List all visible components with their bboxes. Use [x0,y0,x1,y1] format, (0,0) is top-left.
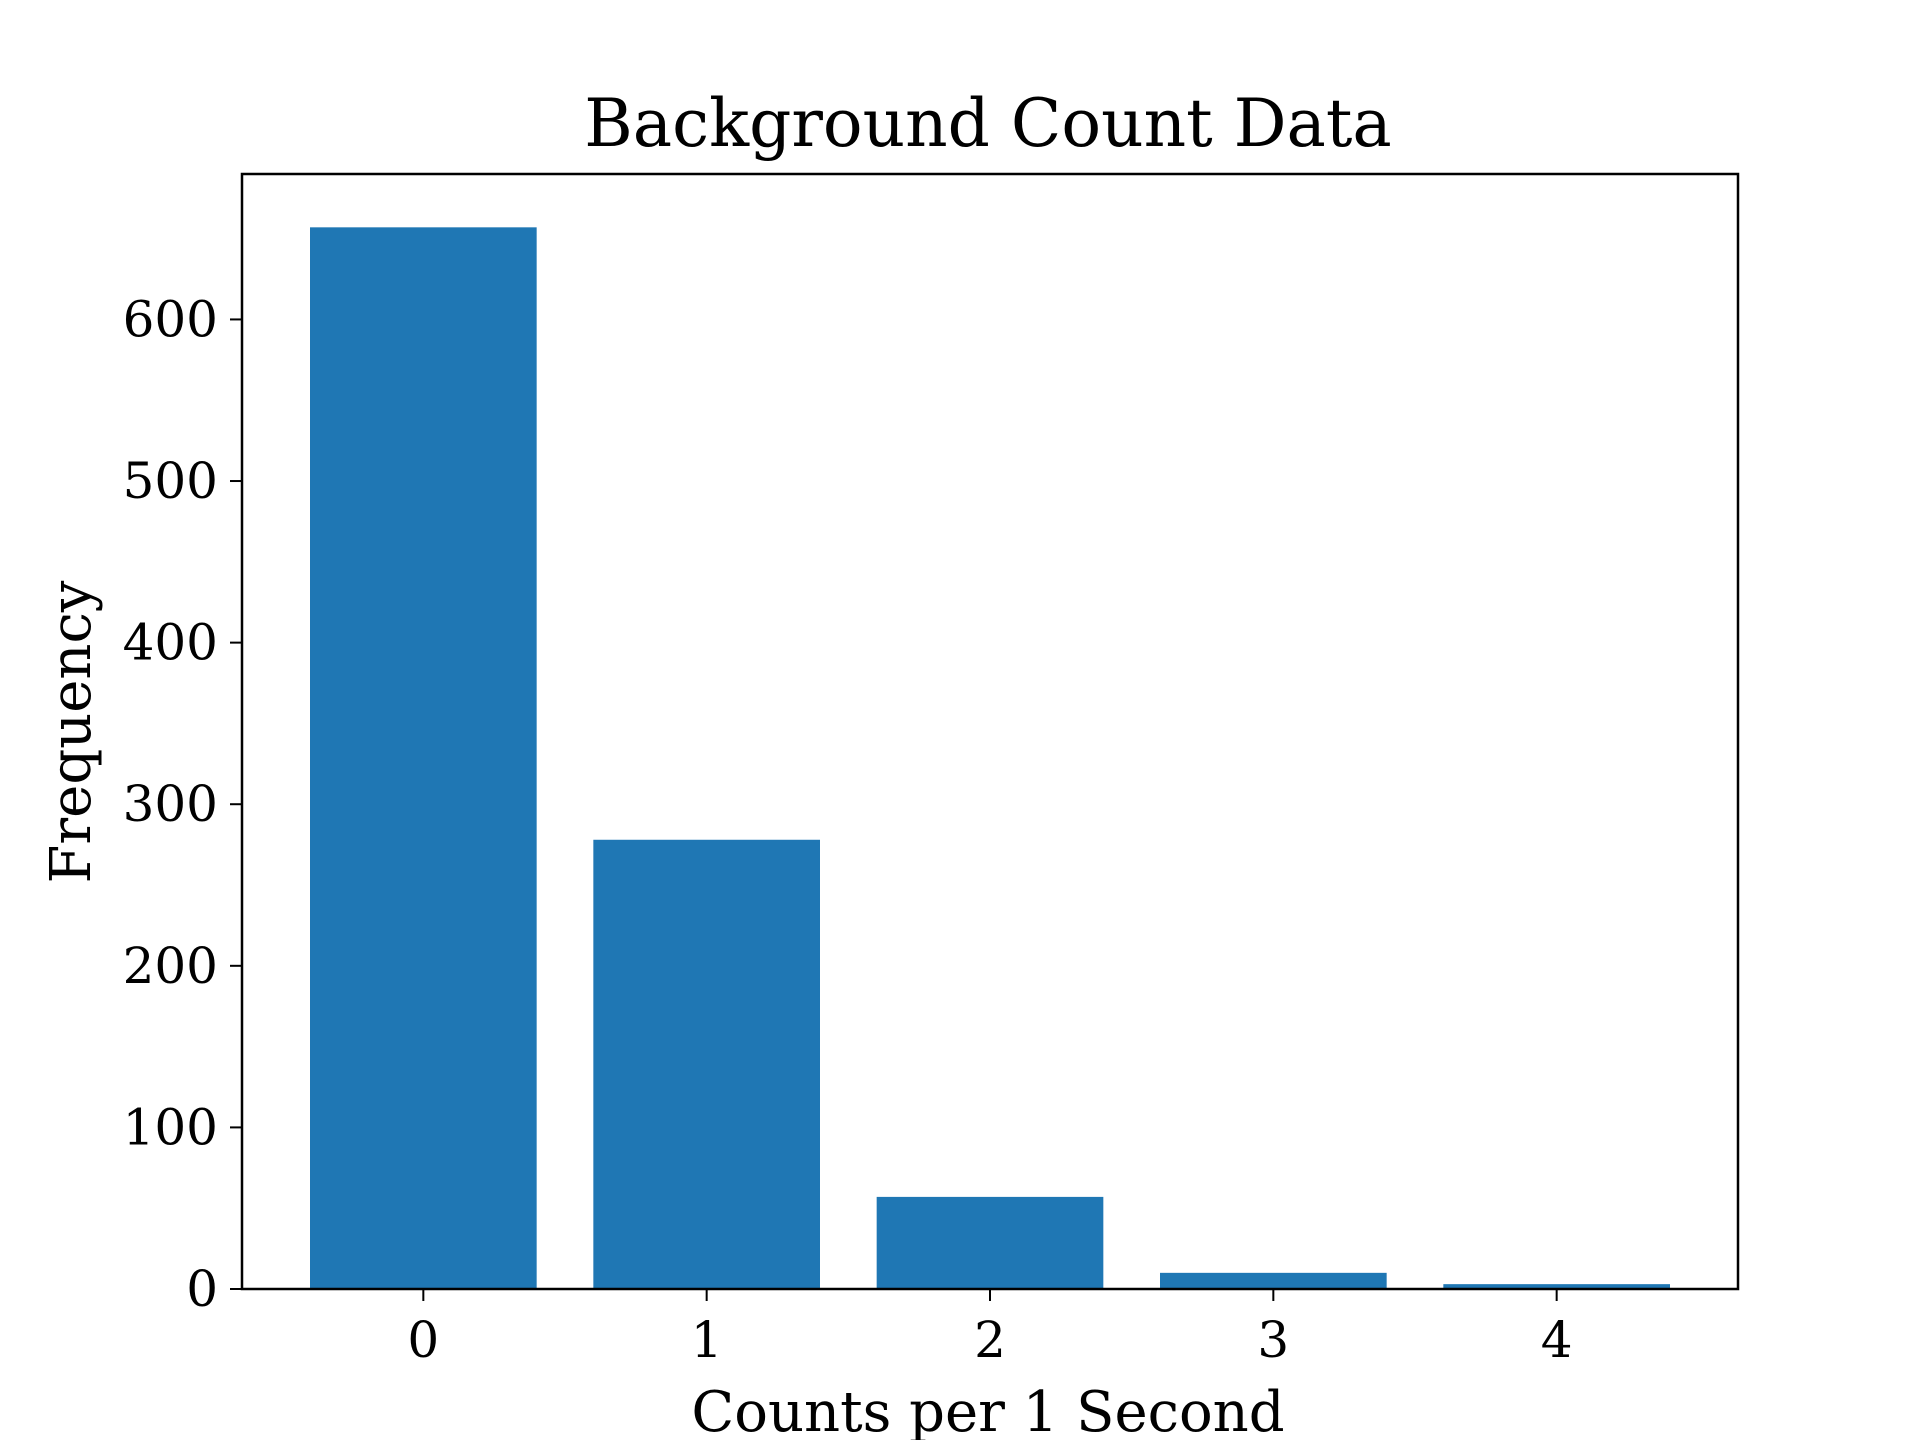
bar-1 [593,839,820,1289]
bar-3 [1160,1272,1387,1289]
x-axis-ticks: 0 1 2 3 4 [407,1289,1573,1369]
x-tick-label-4: 4 [1541,1311,1573,1369]
y-axis-ticks: 0 100 200 300 400 500 600 [123,290,242,1318]
y-tick-label-600: 600 [123,290,218,348]
y-tick-label-0: 0 [186,1260,218,1318]
x-tick-label-2: 2 [974,1311,1006,1369]
y-tick-label-400: 400 [123,614,218,672]
bar-0 [310,227,537,1290]
chart-title: Background Count Data [584,85,1391,162]
x-tick-label-0: 0 [407,1311,439,1369]
y-tick-label-200: 200 [123,937,218,995]
bar-2 [876,1196,1104,1289]
plot-frame [240,172,1740,1291]
x-tick-label-3: 3 [1257,1311,1289,1369]
y-tick-label-300: 300 [123,775,218,833]
x-tick-label-1: 1 [691,1311,723,1369]
bars-group [310,227,1670,1290]
x-axis-label: Counts per 1 Second [691,1380,1284,1440]
y-axis-label: Frequency [39,580,104,883]
y-tick-label-500: 500 [123,452,218,510]
bar-4 [1443,1284,1670,1289]
y-tick-label-100: 100 [123,1098,218,1156]
